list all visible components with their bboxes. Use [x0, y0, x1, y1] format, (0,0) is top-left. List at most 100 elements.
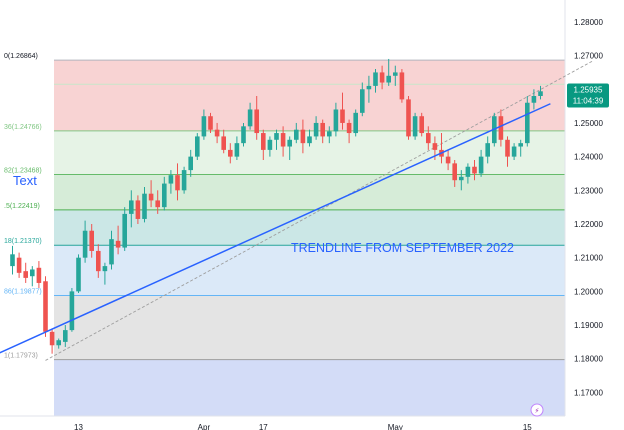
countdown-timer: 11:04:39: [573, 96, 604, 105]
candle: [412, 112, 418, 140]
candle-body: [148, 193, 154, 201]
candle-body: [16, 257, 22, 273]
candle: [485, 136, 490, 164]
candle-body: [234, 143, 240, 157]
candle: [452, 160, 457, 187]
fib-lines: [54, 59, 565, 361]
candle: [538, 85, 543, 100]
candle: [195, 133, 200, 160]
candle: [49, 328, 55, 354]
candle: [168, 170, 174, 194]
last-price-badge-bg: [567, 83, 609, 108]
candle: [10, 245, 15, 275]
candle: [16, 252, 22, 278]
candle-body: [465, 166, 471, 177]
candle: [280, 126, 286, 157]
candle: [373, 69, 378, 93]
candle-body: [195, 136, 200, 157]
candle-body: [274, 133, 279, 140]
candle: [360, 82, 365, 117]
candle: [419, 112, 424, 137]
candles: [10, 58, 543, 354]
price-tick-label: 1.19000: [574, 321, 603, 330]
candle-body: [511, 146, 517, 157]
candle-body: [498, 116, 504, 140]
candle-body: [188, 156, 193, 171]
candle-body: [175, 175, 180, 191]
candle: [379, 65, 385, 90]
candle: [320, 119, 325, 144]
candle: [366, 75, 372, 103]
candle-body: [505, 139, 510, 157]
candle: [518, 139, 523, 157]
candle: [23, 262, 28, 283]
candle-body: [445, 156, 451, 164]
candle: [221, 129, 226, 154]
candle-body: [320, 122, 325, 137]
fib-label-2: 82(1.23468): [4, 168, 42, 175]
price-tick-label: 1.21000: [574, 254, 603, 263]
candle: [478, 149, 484, 177]
candle-body: [214, 129, 220, 137]
candle: [241, 122, 246, 147]
candle: [511, 143, 517, 160]
price-tick-label: 1.27000: [574, 52, 603, 61]
candle-body: [432, 143, 438, 150]
candle: [294, 122, 299, 144]
candle-body: [129, 200, 134, 214]
candle: [69, 288, 75, 332]
candle-body: [208, 116, 213, 130]
candle: [36, 261, 42, 288]
candle: [234, 136, 240, 160]
trendline-label[interactable]: TRENDLINE FROM SEPTEMBER 2022: [291, 241, 514, 255]
candle: [300, 119, 306, 154]
candle-body: [531, 96, 537, 103]
candle: [459, 170, 464, 191]
candle: [340, 92, 345, 130]
price-tick-label: 1.24000: [574, 153, 603, 162]
candle: [261, 129, 266, 160]
candle: [313, 116, 319, 140]
candle: [386, 58, 391, 86]
candle-body: [56, 340, 61, 346]
candle-body: [201, 116, 207, 137]
candle-body: [168, 175, 174, 184]
time-tick-label: 13: [74, 423, 83, 430]
candle-body: [43, 281, 48, 332]
candle: [155, 190, 160, 214]
candle-body: [247, 109, 253, 127]
candle: [505, 136, 510, 167]
dashed-line-path[interactable]: [45, 60, 594, 361]
candle-body: [313, 122, 319, 137]
text-annotation[interactable]: Text: [13, 173, 37, 188]
dashed-trend-line[interactable]: [45, 60, 594, 361]
candle: [274, 129, 279, 150]
candle-body: [49, 331, 55, 346]
candle: [267, 136, 273, 157]
time-tick-label: 17: [259, 423, 268, 430]
candle-body: [89, 230, 94, 251]
logo-circle: [530, 403, 544, 417]
candle-body: [30, 269, 35, 277]
candle-body: [76, 257, 81, 292]
candle-body: [162, 183, 167, 208]
candle-body: [333, 109, 339, 132]
price-axis[interactable]: 1.280001.270001.260001.250001.240001.230…: [574, 18, 603, 398]
trendline[interactable]: [0, 103, 551, 371]
candle: [201, 109, 207, 140]
time-axis[interactable]: Mar13Apr17May15Jun19: [0, 423, 624, 430]
candle: [162, 176, 167, 211]
candle-body: [23, 271, 28, 278]
candle-body: [386, 75, 391, 83]
last-price-badge: 1.25935 11:04:39: [567, 83, 609, 108]
fib-zone-4: [54, 245, 565, 296]
candle-body: [115, 240, 121, 248]
tradingview-logo[interactable]: ⚡: [530, 403, 544, 417]
candle: [498, 109, 504, 147]
candle: [115, 225, 121, 255]
fib-zone-6: [54, 359, 565, 416]
trendline-path[interactable]: [0, 103, 551, 371]
price-tick-label: 1.23000: [574, 186, 603, 195]
